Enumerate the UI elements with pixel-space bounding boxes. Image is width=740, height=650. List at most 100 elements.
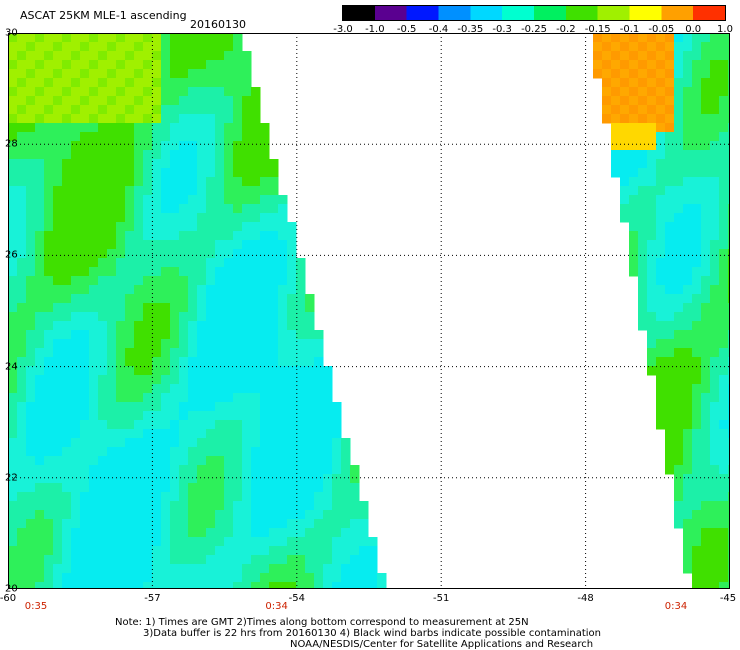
swath-cell (710, 582, 720, 589)
swath-cell (134, 528, 144, 538)
swath-cell (71, 339, 81, 349)
swath-cell (224, 411, 234, 421)
swath-cell (53, 339, 63, 349)
swath-cell (683, 204, 693, 214)
swath-cell (107, 60, 117, 70)
swath-cell (152, 78, 162, 88)
swath-cell (206, 168, 216, 178)
swath-cell (206, 438, 216, 448)
swath-cell (17, 123, 27, 133)
swath-cell (215, 87, 225, 97)
swath-cell (224, 375, 234, 385)
swath-cell (656, 366, 666, 376)
swath-cell (359, 528, 369, 538)
swath-cell (287, 402, 297, 412)
swath-cell (161, 510, 171, 520)
swath-cell (170, 231, 180, 241)
swath-cell (8, 222, 18, 232)
swath-cell (674, 204, 684, 214)
swath-cell (26, 258, 36, 268)
swath-cell (710, 537, 720, 547)
swath-cell (80, 222, 90, 232)
swath-cell (197, 438, 207, 448)
swath-cell (233, 132, 243, 142)
swath-cell (197, 114, 207, 124)
swath-cell (8, 60, 18, 70)
swath-cell (251, 384, 261, 394)
swath-cell (719, 249, 729, 259)
swath-cell (98, 159, 108, 169)
swath-cell (701, 582, 711, 589)
swath-cell (665, 204, 675, 214)
swath-cell (107, 150, 117, 160)
swath-cell (215, 312, 225, 322)
swath-cell (314, 465, 324, 475)
swath-cell (692, 312, 702, 322)
swath-cell (233, 519, 243, 529)
swath-cell (188, 438, 198, 448)
swath-cell (206, 321, 216, 331)
swath-cell (116, 276, 126, 286)
swath-cell (53, 492, 63, 502)
swath-cell (197, 33, 207, 43)
swath-cell (89, 105, 99, 115)
swath-cell (215, 258, 225, 268)
swath-cell (170, 249, 180, 259)
swath-cell (197, 60, 207, 70)
swath-cell (332, 582, 342, 589)
swath-cell (215, 78, 225, 88)
swath-cell (143, 456, 153, 466)
swath-cell (719, 456, 729, 466)
swath-cell (62, 375, 72, 385)
swath-cell (116, 456, 126, 466)
swath-cell (26, 429, 36, 439)
swath-cell (197, 519, 207, 529)
swath-cell (197, 213, 207, 223)
swath-cell (44, 195, 54, 205)
swath-cell (143, 384, 153, 394)
swath-cell (233, 501, 243, 511)
swath-cell (647, 303, 657, 313)
swath-cell (71, 42, 81, 52)
swath-cell (692, 78, 702, 88)
swath-cell (8, 96, 18, 106)
swath-cell (719, 519, 729, 529)
swath-cell (710, 456, 720, 466)
swath-cell (35, 546, 45, 556)
swath-cell (80, 267, 90, 277)
swath-cell (143, 312, 153, 322)
swath-cell (125, 555, 135, 565)
swath-cell (80, 474, 90, 484)
swath-cell (224, 60, 234, 70)
swath-cell (710, 546, 720, 556)
swath-cell (692, 294, 702, 304)
swath-cell (188, 465, 198, 475)
swath-cell (17, 456, 27, 466)
swath-cell (98, 420, 108, 430)
swath-cell (656, 294, 666, 304)
swath-cell (8, 339, 18, 349)
swath-cell (224, 582, 234, 589)
swath-cell (611, 33, 621, 43)
swath-cell (98, 537, 108, 547)
swath-cell (242, 159, 252, 169)
swath-cell (233, 177, 243, 187)
swath-cell (17, 402, 27, 412)
colorbar (342, 5, 726, 21)
swath-cell (35, 492, 45, 502)
swath-cell (287, 537, 297, 547)
swath-cell (701, 384, 711, 394)
swath-cell (152, 537, 162, 547)
swath-cell (134, 276, 144, 286)
swath-cell (269, 564, 279, 574)
swath-cell (125, 303, 135, 313)
swath-cell (251, 393, 261, 403)
swath-cell (278, 366, 288, 376)
swath-cell (242, 96, 252, 106)
swath-cell (287, 483, 297, 493)
swath-cell (278, 483, 288, 493)
swath-cell (251, 186, 261, 196)
swath-cell (53, 501, 63, 511)
swath-cell (710, 51, 720, 61)
swath-cell (269, 258, 279, 268)
